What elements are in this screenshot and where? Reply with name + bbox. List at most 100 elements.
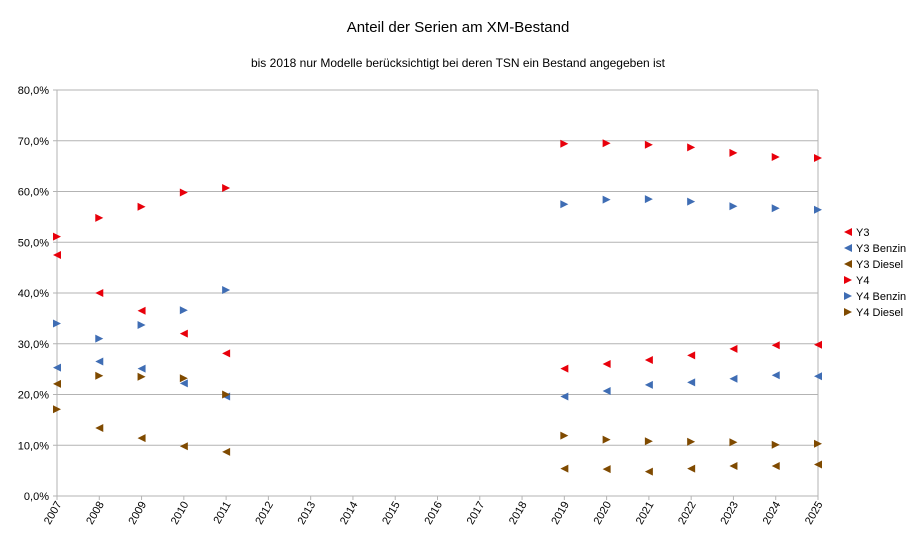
data-point bbox=[644, 380, 653, 389]
x-tick-label: 2014 bbox=[338, 500, 361, 527]
data-point bbox=[560, 464, 569, 473]
x-tick-label: 2021 bbox=[634, 500, 657, 527]
y-tick-label: 10,0% bbox=[18, 440, 49, 452]
legend-label: Y3 Diesel bbox=[856, 259, 903, 271]
x-tick-label: 2010 bbox=[169, 500, 192, 527]
x-tick-label: 2017 bbox=[465, 500, 488, 527]
legend-label: Y3 bbox=[856, 227, 869, 239]
x-tick-label: 2023 bbox=[718, 500, 741, 527]
data-point bbox=[687, 378, 696, 387]
data-point bbox=[729, 344, 738, 353]
data-point bbox=[602, 360, 611, 369]
x-tick-label: 2016 bbox=[422, 500, 445, 527]
data-point bbox=[729, 438, 738, 447]
legend-marker bbox=[844, 228, 852, 236]
data-point bbox=[53, 363, 61, 372]
x-tick-label: 2007 bbox=[42, 500, 65, 527]
data-point bbox=[771, 341, 780, 350]
legend-label: Y4 Diesel bbox=[856, 307, 903, 319]
data-point bbox=[53, 405, 61, 414]
data-point bbox=[53, 232, 61, 241]
data-point bbox=[560, 139, 569, 148]
data-point bbox=[560, 431, 569, 440]
data-point bbox=[771, 440, 780, 449]
legend-label: Y3 Benzin bbox=[856, 243, 906, 255]
x-tick-label: 2024 bbox=[761, 500, 784, 527]
data-point bbox=[814, 439, 822, 448]
data-point bbox=[560, 364, 569, 373]
data-point bbox=[179, 374, 188, 383]
legend: Y3 Y3 Benzin Y3 Diesel Y4 Y4 Benzin Y4 Diesel bbox=[844, 227, 906, 319]
data-point bbox=[602, 195, 611, 204]
data-point bbox=[137, 202, 146, 211]
legend-marker bbox=[844, 308, 852, 316]
data-point bbox=[95, 289, 104, 297]
chart-title: Anteil der Serien am XM-Bestand bbox=[347, 19, 570, 36]
data-point bbox=[137, 306, 146, 315]
data-point bbox=[687, 351, 696, 360]
legend-label: Y4 bbox=[856, 275, 869, 287]
data-point bbox=[687, 143, 696, 152]
x-tick-label: 2018 bbox=[507, 500, 530, 527]
x-tick-label: 2011 bbox=[211, 500, 233, 526]
x-tick-label: 2025 bbox=[803, 500, 826, 527]
data-point bbox=[222, 349, 231, 358]
y-tick-label: 80,0% bbox=[18, 85, 49, 97]
x-tick-label: 2008 bbox=[84, 500, 107, 527]
legend-label: Y4 Benzin bbox=[856, 291, 906, 303]
legend-marker bbox=[844, 292, 852, 300]
data-point bbox=[644, 355, 653, 364]
x-tick-label: 2012 bbox=[253, 500, 276, 527]
legend-marker bbox=[844, 276, 852, 284]
y-tick-label: 20,0% bbox=[18, 390, 49, 402]
data-points bbox=[53, 139, 822, 476]
data-point bbox=[687, 464, 696, 473]
x-tick-label: 2009 bbox=[127, 500, 150, 527]
data-point bbox=[53, 319, 61, 328]
data-point bbox=[602, 435, 611, 444]
y-tick-label: 0,0% bbox=[24, 491, 49, 503]
data-point bbox=[602, 465, 611, 474]
data-point bbox=[95, 213, 104, 222]
data-point bbox=[222, 390, 231, 399]
data-point bbox=[687, 437, 696, 446]
data-point bbox=[95, 357, 104, 366]
legend-marker bbox=[844, 244, 852, 252]
y-tick-label: 70,0% bbox=[18, 136, 49, 148]
data-point bbox=[729, 374, 738, 383]
x-tick-label: 2019 bbox=[549, 500, 572, 527]
data-point bbox=[179, 306, 188, 315]
data-point bbox=[814, 460, 822, 469]
data-point bbox=[95, 334, 104, 343]
data-point bbox=[560, 200, 569, 209]
data-point bbox=[644, 140, 653, 149]
data-point bbox=[602, 139, 611, 148]
x-tick-label: 2015 bbox=[380, 500, 403, 527]
x-tick-label: 2013 bbox=[296, 500, 319, 527]
data-point bbox=[179, 329, 188, 338]
data-point bbox=[814, 372, 822, 381]
data-point bbox=[179, 188, 188, 197]
data-point bbox=[137, 434, 146, 443]
data-point bbox=[814, 205, 822, 214]
x-tick-labels: 2007 2008 2009 2010 2011 2012 2013 2014 2015 2016… bbox=[42, 500, 826, 527]
data-point bbox=[222, 285, 231, 294]
data-point bbox=[644, 437, 653, 446]
y-tick-label: 40,0% bbox=[18, 288, 49, 300]
data-point bbox=[179, 379, 188, 388]
axes bbox=[53, 89, 819, 500]
data-point bbox=[814, 154, 822, 163]
data-point bbox=[771, 152, 780, 161]
data-point bbox=[95, 371, 104, 380]
data-point bbox=[137, 364, 146, 373]
data-point bbox=[179, 442, 188, 451]
data-point bbox=[95, 423, 104, 432]
data-point bbox=[222, 183, 231, 192]
data-point bbox=[644, 467, 653, 476]
data-point bbox=[53, 379, 61, 388]
data-point bbox=[644, 195, 653, 204]
x-tick-label: 2020 bbox=[592, 500, 615, 527]
data-point bbox=[814, 340, 822, 349]
chart-subtitle: bis 2018 nur Modelle berücksichtigt bei … bbox=[251, 56, 666, 70]
